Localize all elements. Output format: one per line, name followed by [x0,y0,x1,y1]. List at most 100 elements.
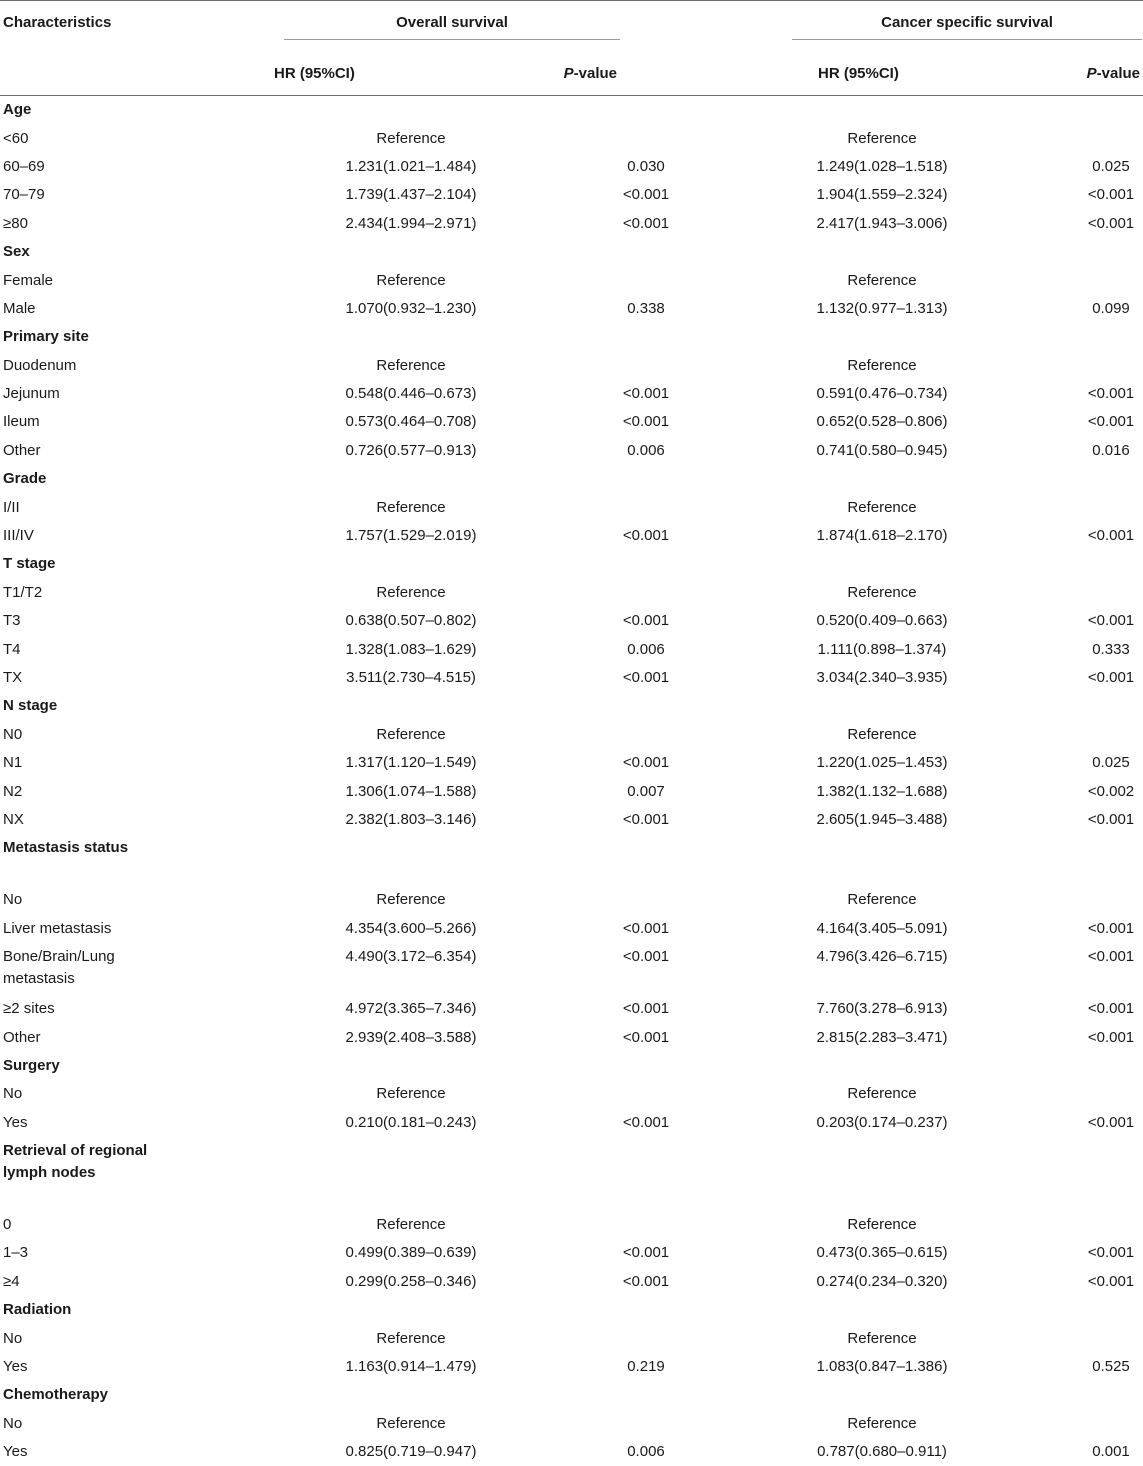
os-pvalue: <0.001 [620,610,672,632]
overall-survival-title: Overall survival [396,14,508,31]
row-label: Yes [0,1438,184,1466]
css-cells: 2.417(1.943–3.006)<0.001 [792,210,1143,238]
css-hr-cell: Reference [793,1214,971,1236]
os-pvalue-cell [620,721,792,749]
os-hr-cell: Reference [184,721,620,749]
category-label: Primary site [0,323,184,351]
os-hr-cell: Reference [184,266,620,294]
row-label: Male [0,295,184,323]
category-row: Grade [0,465,1143,493]
css-cells: Reference [792,266,1143,294]
css-cells: Reference [792,579,1143,607]
os-hr-cell: Reference [184,1324,620,1352]
os-pvalue: <0.001 [620,752,672,774]
row-label: N1 [0,749,184,777]
css-pvalue: <0.001 [1085,1027,1137,1049]
css-pvalue: <0.001 [1085,1112,1137,1134]
category-label: Chemotherapy [0,1381,184,1409]
os-hr-cell: Reference [184,124,620,152]
os-hr-cell: 4.354(3.600–5.266) [184,915,620,943]
css-hr-cell: 2.815(2.283–3.471) [793,1027,971,1049]
cancer-specific-survival-title: Cancer specific survival [881,14,1053,31]
os-pvalue-cell: <0.001 [620,749,792,777]
cancer-specific-survival-header: Cancer specific survival [792,1,1143,52]
css-pvalue: <0.001 [1085,213,1137,235]
category-label: Age [0,96,184,125]
os-pvalue-cell [620,1410,792,1438]
os-hr-cell: Reference [184,579,620,607]
os-pvalue-cell: <0.001 [620,1023,792,1051]
os-pvalue-cell: <0.001 [620,181,792,209]
css-cells: 0.473(0.365–0.615)<0.001 [792,1239,1143,1267]
css-cells: 1.382(1.132–1.688)<0.002 [792,777,1143,805]
row-label: III/IV [0,522,184,550]
category-row: Surgery [0,1052,1143,1080]
row-label: ≥2 sites [0,995,184,1023]
css-hr-cell: Reference [793,355,971,377]
os-pvalue: <0.001 [620,1242,672,1264]
os-hr-cell: 2.434(1.994–2.971) [184,210,620,238]
cancer-specific-survival-rule [792,39,1142,40]
row-label: Ileum [0,408,184,436]
row-label: 60–69 [0,153,184,181]
css-hr-cell: 1.132(0.977–1.313) [793,298,971,320]
os-pvalue: <0.001 [620,213,672,235]
os-pvalue: <0.001 [620,946,672,968]
os-pvalue-cell: <0.001 [620,1109,792,1137]
css-cells: Reference [792,1410,1143,1438]
css-cells: 4.164(3.405–5.091)<0.001 [792,915,1143,943]
css-hr-cell: Reference [793,1328,971,1350]
css-pvalue: <0.001 [1085,411,1137,433]
os-hr-cell: 2.939(2.408–3.588) [184,1023,620,1051]
os-hr-cell: 2.382(1.803–3.146) [184,806,620,834]
css-pvalue: <0.001 [1085,1271,1137,1293]
row-label: No [0,1410,184,1438]
row-label: N0 [0,721,184,749]
row-label: Other [0,437,184,465]
os-hr-cell: 1.739(1.437–2.104) [184,181,620,209]
css-hr-cell: 1.249(1.028–1.518) [793,156,971,178]
os-pvalue: <0.001 [620,525,672,547]
css-hr-cell: Reference [793,582,971,604]
css-hr-header: HR (95%CI) [818,65,899,82]
os-pvalue: 0.219 [620,1356,672,1378]
os-pvalue: 0.338 [620,298,672,320]
css-hr-cell: 1.111(0.898–1.374) [793,639,971,661]
os-pvalue-cell [620,266,792,294]
os-pvalue-cell: <0.001 [620,664,792,692]
row-label: 1–3 [0,1239,184,1267]
category-label: Sex [0,238,184,266]
os-pvalue: <0.001 [620,918,672,940]
css-cells: Reference [792,1080,1143,1108]
os-hr-cell: 3.511(2.730–4.515) [184,664,620,692]
os-hr-cell: 1.163(0.914–1.479) [184,1353,620,1381]
os-pvalue-cell: <0.001 [620,522,792,550]
os-pvalue: <0.001 [620,998,672,1020]
row-label: Female [0,266,184,294]
css-pvalue: <0.001 [1085,383,1137,405]
os-pvalue-cell [620,1211,792,1239]
css-hr-cell: 1.874(1.618–2.170) [793,525,971,547]
row-label: No [0,886,184,914]
css-pvalue: 0.025 [1085,156,1137,178]
row-label: Duodenum [0,352,184,380]
css-cells: Reference [792,1211,1143,1239]
os-hr-cell: 1.757(1.529–2.019) [184,522,620,550]
css-hr-cell: Reference [793,1083,971,1105]
css-pvalue: 0.001 [1085,1441,1137,1463]
category-row: N stage [0,692,1143,720]
os-hr-cell: Reference [184,1211,620,1239]
os-pvalue-cell: 0.006 [620,1438,792,1466]
css-cells: Reference [792,721,1143,749]
category-row: Retrieval of regional lymph nodes [0,1137,1143,1211]
